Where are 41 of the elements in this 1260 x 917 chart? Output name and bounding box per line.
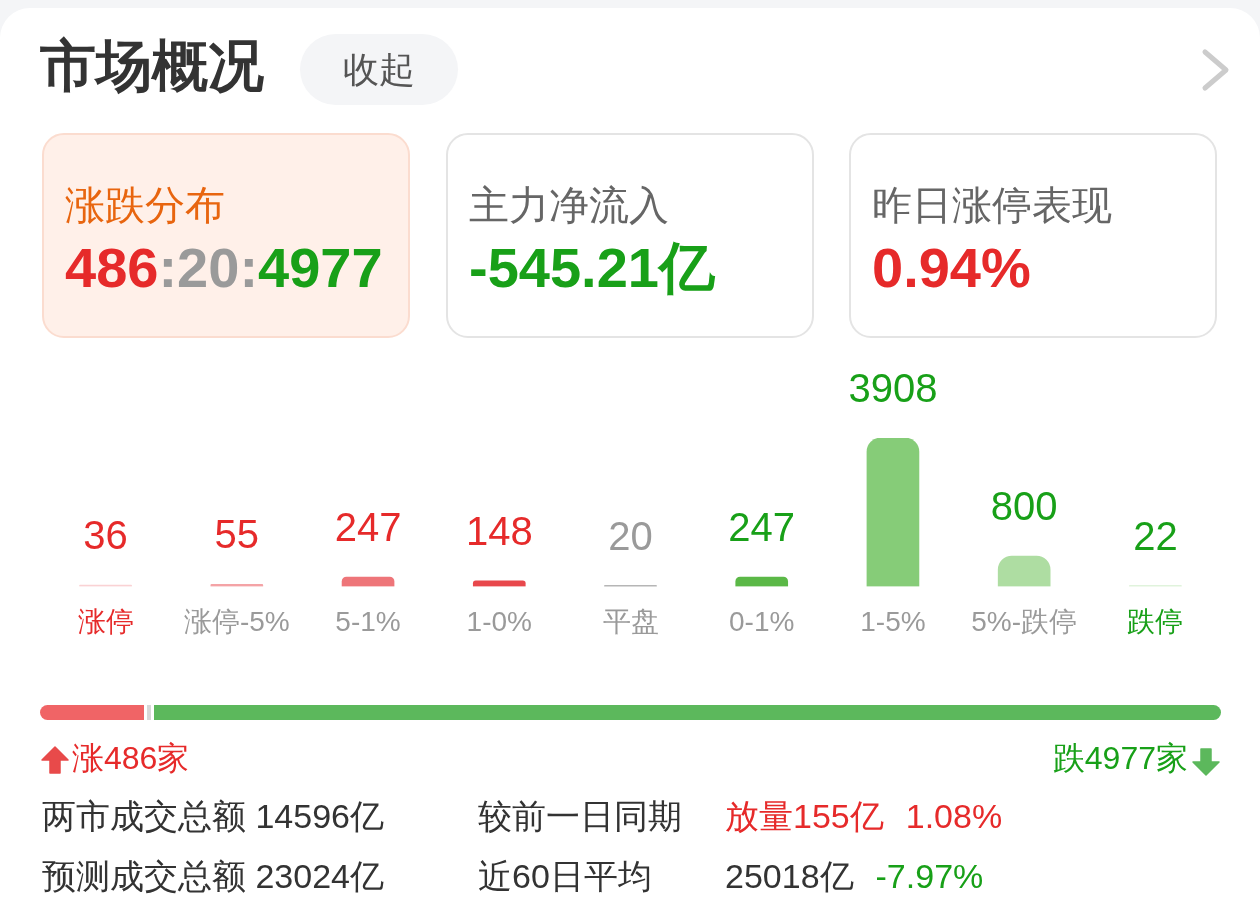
data-label: 800 <box>990 484 1058 529</box>
bar <box>866 438 920 587</box>
x-tick-label: 1-5% <box>860 605 926 637</box>
text: 0.94% <box>872 236 1031 299</box>
text: 较前一日同期 <box>478 796 682 836</box>
text: 主力净流入 <box>469 183 669 227</box>
x-tick-label: 0-1% <box>729 605 795 637</box>
x-tick-label: 平盘 <box>602 605 659 637</box>
bar <box>735 576 789 587</box>
x-tick-label: 涨停-5% <box>183 605 290 637</box>
bar <box>997 555 1051 587</box>
bar <box>341 576 395 587</box>
data-label: 3908 <box>848 366 938 410</box>
text: 放量155亿 <box>725 797 884 835</box>
x-tick-label: 5-1% <box>335 605 401 637</box>
data-label: 36 <box>83 513 128 558</box>
data-label: 55 <box>214 512 260 557</box>
data-label: 20 <box>608 513 653 558</box>
x-tick-label: 涨停 <box>77 605 134 637</box>
x-tick-label: 1-0% <box>466 605 532 637</box>
text: 1.08% <box>905 797 1003 835</box>
text: 486:20:4977 <box>65 236 383 299</box>
text: 两市成交总额 14596亿 <box>42 796 384 836</box>
text: 近60日平均 <box>478 856 652 896</box>
text: 25018亿 <box>725 857 854 895</box>
bar <box>472 580 526 587</box>
text: 昨日涨停表现 <box>872 183 1112 227</box>
text: 预测成交总额 23024亿 <box>42 856 384 896</box>
text: 涨跌分布 <box>65 183 225 227</box>
text: 跌4977家 <box>1052 739 1188 778</box>
data-label: 148 <box>465 508 533 553</box>
text: 市场概况 <box>40 34 264 98</box>
text: -7.97% <box>875 857 984 895</box>
data-label: 22 <box>1133 513 1178 558</box>
collapse-button[interactable]: 收起 <box>300 34 458 105</box>
data-label: 247 <box>728 505 796 550</box>
x-tick-label: 跌停 <box>1127 605 1184 637</box>
x-tick-label: 5%-跌停 <box>971 605 1078 637</box>
data-label: 247 <box>334 505 402 550</box>
text: -545.21亿 <box>469 236 715 299</box>
text: 涨486家 <box>72 739 190 778</box>
